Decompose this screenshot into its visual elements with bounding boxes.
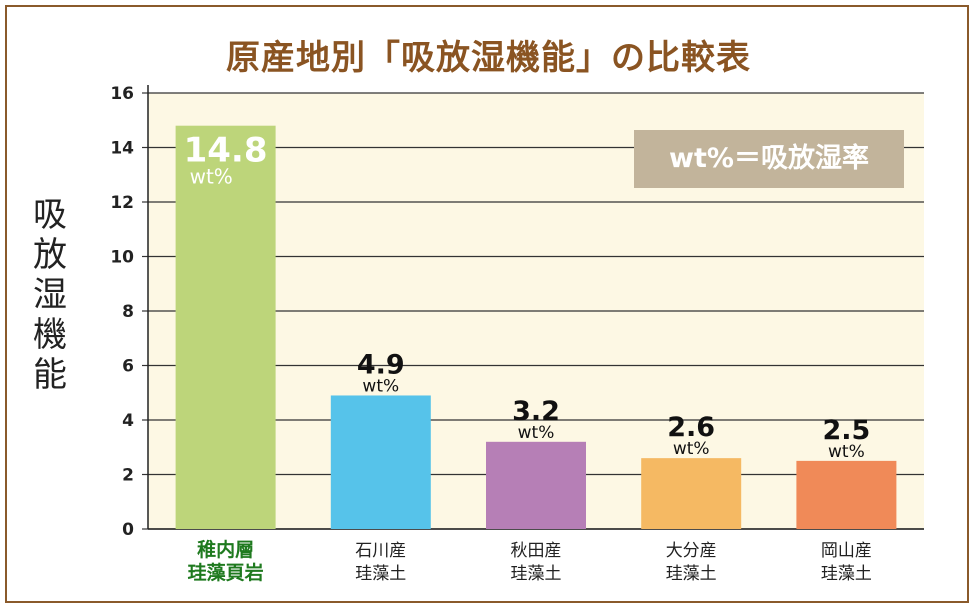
data-label-unit: wt% bbox=[828, 442, 865, 462]
x-tick-label: 珪藻土 bbox=[511, 564, 562, 584]
x-tick-label: 秋田産 bbox=[511, 541, 562, 561]
bar bbox=[175, 125, 276, 529]
data-label-unit: wt% bbox=[190, 165, 233, 189]
y-tick-label: 2 bbox=[122, 466, 134, 486]
y-axis-label-char: 機 bbox=[33, 315, 67, 355]
x-tick-label: 大分産 bbox=[666, 541, 717, 561]
y-tick-label: 12 bbox=[110, 193, 134, 213]
y-axis-label-char: 能 bbox=[33, 355, 67, 395]
y-axis-label-char: 放 bbox=[33, 235, 67, 275]
y-tick-label: 0 bbox=[122, 520, 134, 540]
y-tick-label: 4 bbox=[122, 411, 134, 431]
y-tick-label: 10 bbox=[110, 248, 134, 268]
x-tick-label: 珪藻土 bbox=[821, 564, 872, 584]
data-label-unit: wt% bbox=[673, 439, 710, 459]
x-tick-label: 珪藻頁岩 bbox=[188, 561, 264, 584]
y-axis-label: 吸放湿機能 bbox=[28, 195, 72, 395]
bar bbox=[641, 458, 742, 529]
data-label: 14.8 bbox=[184, 131, 268, 171]
y-tick-label: 14 bbox=[110, 139, 134, 159]
y-axis-label-char: 吸 bbox=[33, 195, 67, 235]
bar bbox=[796, 460, 897, 529]
data-label: 2.5 bbox=[822, 415, 870, 446]
bar bbox=[330, 395, 431, 529]
data-label-unit: wt% bbox=[518, 423, 555, 443]
data-label-unit: wt% bbox=[362, 376, 399, 396]
x-tick-label: 珪藻土 bbox=[666, 564, 717, 584]
data-label: 3.2 bbox=[512, 396, 560, 427]
data-label: 4.9 bbox=[357, 349, 405, 380]
x-tick-label: 石川産 bbox=[355, 541, 406, 561]
chart-title: 原産地別「吸放湿機能」の比較表 bbox=[226, 38, 751, 78]
bar bbox=[486, 441, 586, 529]
x-tick-label: 稚内層 bbox=[197, 538, 254, 561]
y-tick-label: 8 bbox=[122, 302, 134, 322]
y-tick-label: 16 bbox=[110, 84, 134, 104]
y-axis-label-char: 湿 bbox=[33, 275, 67, 315]
data-label: 2.6 bbox=[667, 412, 715, 443]
x-tick-label: 珪藻土 bbox=[355, 564, 406, 584]
annotation-box: wt%＝吸放湿率 bbox=[634, 130, 904, 188]
y-tick-label: 6 bbox=[122, 357, 134, 377]
x-tick-label: 岡山産 bbox=[821, 541, 872, 561]
